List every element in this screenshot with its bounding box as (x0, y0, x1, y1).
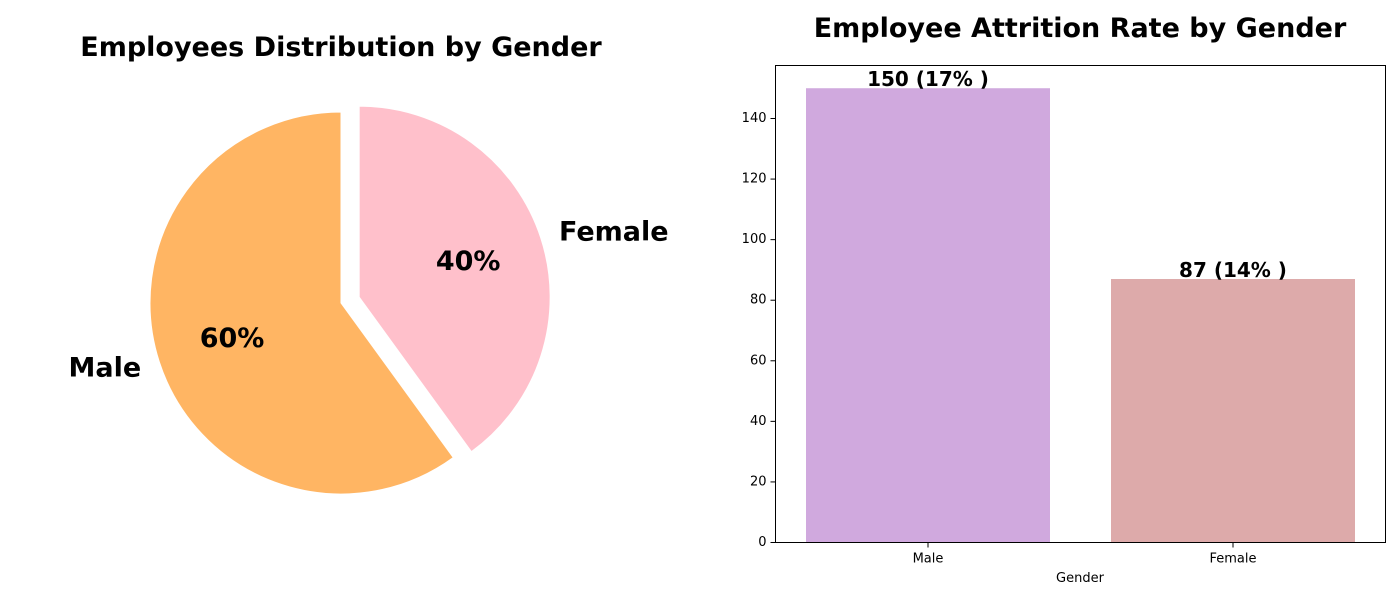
pie-slices: Male 60% Female 40% (69, 105, 669, 495)
y-tick-label-60: 60 (750, 353, 767, 368)
bar-data-label-female: 87 (14% ) (1179, 258, 1287, 282)
bar-bars (806, 88, 1355, 543)
bar-female (1111, 279, 1355, 543)
x-axis-ticks: Male Female (913, 542, 1257, 567)
pie-chart: Employees Distribution by Gender Male 60%… (69, 32, 669, 495)
bar-male (806, 88, 1050, 543)
y-tick-label-120: 120 (742, 172, 767, 187)
pie-pct-male: 60% (200, 323, 265, 354)
bar-chart: Employee Attrition Rate by Gender 0 20 40 6… (742, 13, 1386, 586)
pie-label-male: Male (69, 352, 142, 383)
pie-slice-female (358, 105, 551, 453)
y-axis-ticks: 0 20 40 60 80 100 120 140 (742, 111, 776, 550)
pie-pct-female: 40% (436, 246, 501, 277)
bar-data-label-male: 150 (17% ) (867, 67, 989, 91)
bar-chart-title: Employee Attrition Rate by Gender (814, 13, 1347, 44)
y-tick-label-100: 100 (742, 232, 767, 247)
x-tick-label-male: Male (913, 552, 944, 567)
pie-chart-title: Employees Distribution by Gender (80, 32, 602, 63)
y-tick-label-80: 80 (750, 293, 767, 308)
pie-slice-male (149, 111, 454, 495)
y-tick-label-20: 20 (750, 474, 767, 489)
y-tick-label-40: 40 (750, 414, 767, 429)
x-tick-label-female: Female (1209, 552, 1256, 567)
plot-area-frame (775, 65, 1386, 543)
bar-data-labels: 150 (17% ) 87 (14% ) (867, 67, 1287, 282)
pie-label-female: Female (559, 217, 669, 248)
y-tick-label-140: 140 (742, 111, 767, 126)
y-tick-label-0: 0 (758, 535, 766, 550)
x-axis-label: Gender (1056, 571, 1105, 586)
